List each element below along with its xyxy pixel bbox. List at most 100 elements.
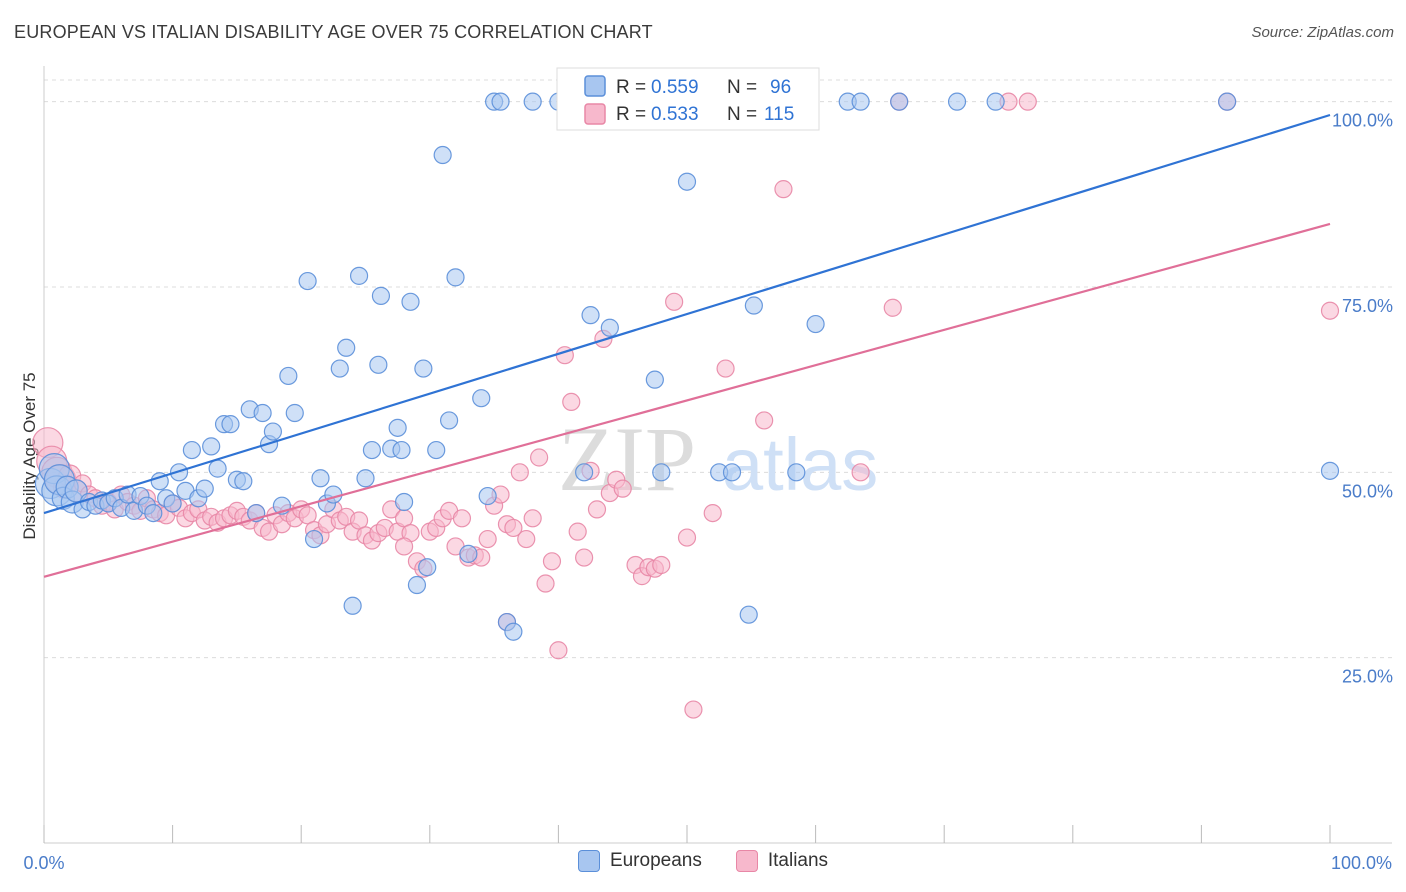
european-point (343, 596, 362, 615)
european-point (1218, 92, 1237, 111)
european-point (202, 437, 221, 456)
european-point (311, 469, 330, 488)
european-point (304, 529, 324, 549)
european-point (744, 296, 763, 315)
italians-swatch (735, 850, 758, 872)
european-point (787, 463, 806, 482)
tick-labels: 25.0% 50.0% 75.0% 100.0% 0.0% 100.0% (23, 111, 1393, 873)
italian-point (755, 411, 774, 430)
european-point (890, 92, 909, 111)
legend-item-italians[interactable]: Italians (735, 850, 829, 872)
x-tick-label-max: 100.0% (1331, 853, 1392, 873)
european-point (362, 440, 382, 460)
italian-point (587, 500, 607, 519)
europeans-r-label: R = (616, 77, 646, 98)
european-point (337, 338, 356, 357)
european-point (575, 463, 594, 482)
european-point (371, 286, 391, 305)
italian-point (703, 504, 722, 523)
european-point (279, 366, 298, 386)
italian-point (883, 298, 902, 317)
european-point (182, 440, 201, 460)
italian-point (530, 448, 549, 467)
italian-point (774, 180, 793, 199)
italians-r-label: R = (616, 104, 646, 125)
european-point (677, 172, 697, 191)
axes (43, 66, 1392, 844)
european-point (394, 492, 414, 512)
series-legend: Europeans Italians (0, 850, 1406, 872)
trend-lines (43, 113, 1331, 578)
european-point (600, 318, 619, 337)
european-point (392, 440, 411, 460)
european-point (491, 92, 510, 111)
italians-legend-swatch (584, 103, 606, 125)
stats-legend: R = 0.559 N = 96 R = 0.533 N = 115 (556, 67, 820, 131)
italian-point (665, 292, 684, 311)
italian-point (716, 359, 735, 378)
legend-label-europeans: Europeans (609, 850, 702, 871)
european-point (407, 575, 427, 595)
european-point (401, 292, 420, 311)
european-point (986, 92, 1005, 111)
european-point (418, 558, 437, 577)
italian-point (613, 479, 632, 498)
italian-point (1320, 301, 1340, 320)
european-point (446, 268, 465, 287)
european-point (221, 415, 240, 434)
european-point (369, 355, 388, 374)
european-point (433, 145, 452, 165)
italian-point (542, 552, 562, 571)
europeans-r-value: 0.559 (651, 77, 699, 98)
italian-point (575, 548, 594, 567)
europeans-n-value: 96 (770, 77, 791, 98)
italian-point (536, 574, 555, 593)
legend-label-italians: Italians (767, 850, 829, 871)
source-label: Source: ZipAtlas.com (1251, 24, 1394, 41)
italian-point (684, 700, 703, 719)
european-point (645, 370, 664, 389)
european-point (64, 479, 88, 503)
european-point (806, 314, 825, 334)
european-point (163, 494, 182, 513)
y-tick-label: 25.0% (1342, 667, 1393, 687)
european-point (851, 92, 870, 111)
european-point (722, 463, 742, 482)
european-point (427, 440, 446, 460)
european-point (439, 411, 459, 430)
european-point (739, 605, 758, 624)
italian-point (478, 529, 497, 549)
european-point (144, 504, 163, 523)
italians-n-label: N = (727, 104, 757, 125)
europeans-legend-swatch (584, 75, 606, 97)
european-point (263, 422, 283, 441)
european-point (581, 306, 600, 325)
european-point (947, 92, 967, 111)
european-point (234, 472, 253, 491)
italians-n-value: 115 (764, 104, 794, 125)
chart-title: EUROPEAN VS ITALIAN DISABILITY AGE OVER … (14, 22, 653, 42)
europeans-swatch (577, 850, 600, 872)
european-point (472, 389, 491, 408)
legend-item-europeans[interactable]: Europeans (577, 850, 702, 872)
european-point (478, 486, 497, 506)
y-tick-label: 50.0% (1342, 481, 1393, 501)
european-point (330, 359, 349, 378)
european-point (208, 459, 227, 478)
y-tick-label: 75.0% (1342, 296, 1393, 316)
european-point (652, 463, 671, 482)
italian-point (851, 463, 870, 482)
european-point (349, 266, 369, 285)
data-points (32, 92, 1340, 719)
italian-point (452, 509, 472, 528)
european-point (195, 479, 214, 498)
europeans-n-label: N = (727, 77, 757, 98)
europeans-trend-line (43, 113, 1331, 515)
european-point (356, 469, 375, 488)
european-point (388, 418, 407, 437)
x-tick-label-min: 0.0% (23, 853, 64, 873)
european-point (459, 544, 478, 563)
italian-point (510, 463, 529, 482)
european-point (324, 485, 343, 504)
european-point (414, 359, 433, 378)
